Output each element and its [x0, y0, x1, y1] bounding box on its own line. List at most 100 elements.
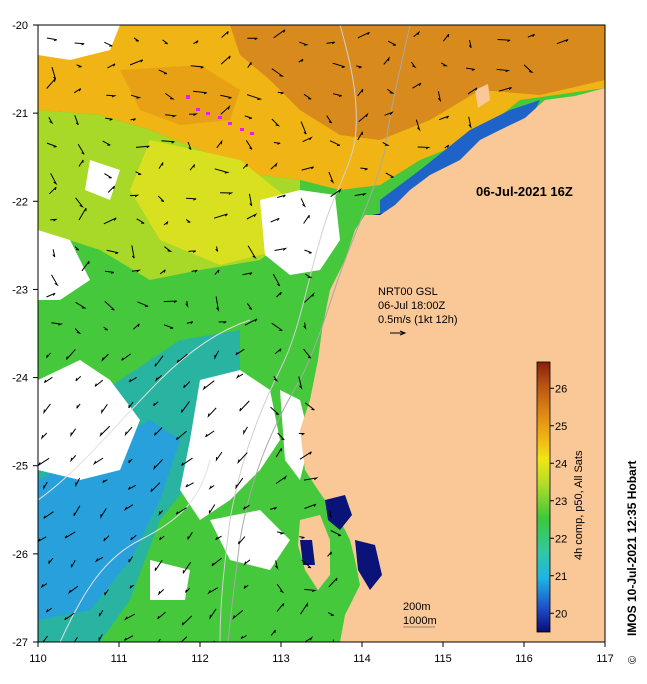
sst-bay-1 — [325, 495, 352, 530]
nodata-patch-9 — [150, 560, 190, 600]
current-arrow — [104, 300, 115, 311]
current-arrow — [273, 29, 286, 39]
current-arrow — [207, 587, 219, 595]
current-arrow — [104, 270, 115, 274]
current-arrow — [328, 577, 338, 588]
x-tick-label: 114 — [353, 653, 371, 665]
current-arrow — [104, 41, 113, 47]
current-arrow — [304, 588, 317, 593]
nodata-patch-5 — [38, 230, 90, 300]
current-arrow — [181, 615, 193, 626]
colorbar-tick-label: 26 — [555, 383, 567, 395]
current-arrow — [46, 78, 56, 89]
current-arrow — [102, 479, 108, 484]
current-arrow — [276, 602, 285, 612]
current-arrow — [129, 584, 135, 589]
current-arrow — [238, 536, 246, 545]
current-arrow — [277, 194, 286, 198]
current-arrow — [107, 63, 116, 69]
nodata-patch-4 — [210, 510, 290, 570]
current-arrow — [244, 318, 258, 326]
current-arrow — [357, 88, 364, 97]
model-name-label: NRT00 GSL — [378, 286, 438, 298]
y-tick-label: -26 — [12, 549, 28, 561]
current-arrow — [246, 212, 258, 220]
current-arrow — [73, 636, 78, 642]
current-arrow — [300, 198, 307, 208]
current-arrow — [70, 428, 77, 438]
current-arrow — [269, 506, 277, 510]
current-arrow — [274, 348, 282, 355]
current-arrow — [150, 482, 161, 492]
current-arrow — [498, 87, 512, 92]
current-arrow — [326, 115, 333, 124]
current-arrow — [215, 246, 219, 252]
current-arrow — [330, 530, 342, 537]
current-arrow — [220, 192, 234, 195]
current-arrow — [75, 477, 81, 488]
current-arrow — [242, 163, 248, 169]
current-arrow — [330, 188, 342, 198]
current-arrow — [104, 173, 112, 179]
current-arrow — [133, 37, 139, 42]
current-arrow — [270, 406, 280, 415]
current-arrow — [444, 144, 450, 149]
current-arrow — [187, 141, 192, 150]
current-arrow — [202, 380, 215, 391]
current-arrow — [128, 484, 137, 490]
current-arrow — [276, 583, 285, 594]
y-tick-label: -23 — [12, 284, 28, 296]
current-arrow — [185, 219, 191, 223]
current-arrow — [298, 432, 305, 436]
current-arrow — [50, 218, 58, 222]
current-arrow — [104, 589, 109, 596]
current-arrow — [186, 197, 197, 201]
nodata-patch-3 — [180, 370, 280, 520]
current-arrow — [527, 33, 535, 38]
current-arrow — [164, 246, 173, 253]
current-arrow — [275, 448, 282, 458]
current-arrow — [216, 139, 223, 149]
current-arrow — [272, 273, 281, 287]
current-arrow — [357, 131, 363, 141]
current-arrow — [131, 269, 141, 273]
current-arrow — [176, 353, 188, 363]
current-arrow — [304, 402, 315, 411]
x-tick-label: 115 — [434, 653, 452, 665]
current-arrow — [242, 272, 253, 276]
current-arrow — [107, 185, 115, 193]
current-arrow — [78, 207, 87, 221]
current-arrow — [358, 112, 369, 123]
magenta-markers — [186, 95, 254, 135]
current-arrow — [43, 511, 54, 519]
current-arrow — [443, 33, 450, 42]
sst-warm-patch — [120, 65, 240, 125]
current-arrow — [207, 407, 217, 419]
current-arrow — [73, 505, 81, 517]
current-arrow — [51, 322, 64, 326]
contour-200m-label: 200m — [403, 601, 431, 613]
current-arrow — [244, 115, 253, 120]
current-arrow — [468, 116, 472, 129]
current-arrow — [237, 452, 248, 465]
current-arrow — [437, 90, 442, 103]
scale-vector-label: 0.5m/s (1kt 12h) — [378, 314, 457, 326]
current-arrow — [243, 504, 250, 510]
current-arrow — [154, 559, 163, 571]
current-arrow — [43, 481, 48, 491]
current-arrow — [101, 353, 109, 363]
current-arrow — [468, 39, 472, 49]
current-arrow — [38, 457, 50, 467]
current-arrow — [128, 458, 133, 464]
current-arrow — [247, 62, 252, 68]
current-arrow — [205, 430, 215, 438]
current-arrow — [159, 535, 165, 541]
current-arrow — [247, 37, 258, 41]
sst-bay-2 — [355, 540, 382, 590]
current-arrow — [304, 292, 315, 303]
current-arrow — [73, 88, 82, 94]
current-arrow — [101, 404, 108, 415]
current-arrow — [157, 195, 165, 202]
current-arrow — [299, 451, 312, 460]
